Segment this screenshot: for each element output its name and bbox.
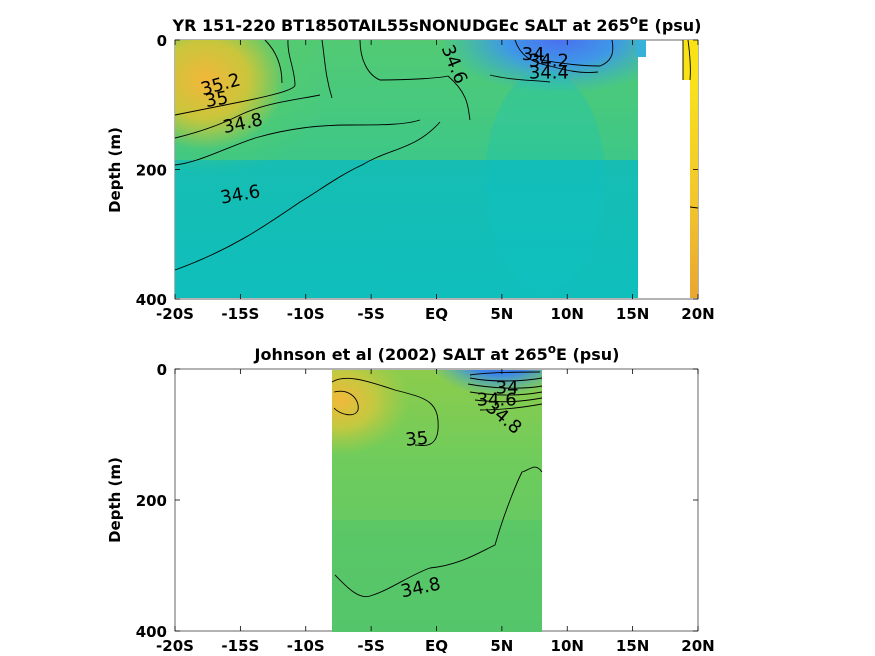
bottom-x-tick-label: -10S — [287, 637, 325, 655]
top-y-tick-label: 400 — [136, 291, 167, 309]
bottom-x-tick-label: 10N — [551, 637, 584, 655]
top-coastal-column-deep — [690, 80, 698, 298]
top-contour-label: 35 — [204, 87, 230, 112]
top-x-tick-labels: -20S -15S -10S -5S EQ 5N 10N 15N 20N — [156, 305, 715, 323]
bottom-y-tick-label: 0 — [157, 361, 167, 379]
bottom-contour-label: 34.6 — [477, 389, 517, 410]
top-field-edge-patch — [636, 40, 646, 57]
top-x-tick-label: 5N — [490, 305, 513, 323]
top-axis-ticks — [174, 39, 699, 300]
top-x-tick-label: 15N — [616, 305, 649, 323]
bottom-x-tick-label: -20S — [156, 637, 194, 655]
top-x-tick-label: -5S — [357, 305, 384, 323]
bottom-y-tick-labels: 0 200 400 — [136, 361, 167, 641]
top-x-tick-label: EQ — [425, 305, 448, 323]
bottom-contour-label: 35 — [405, 428, 430, 451]
top-salinity-field — [175, 40, 638, 298]
top-x-tick-label: -10S — [287, 305, 325, 323]
top-y-tick-labels: 0 200 400 — [136, 32, 167, 309]
bottom-x-tick-label: EQ — [425, 637, 448, 655]
top-contours — [174, 39, 699, 271]
bottom-salinity-field — [332, 370, 542, 632]
top-x-tick-label: -20S — [156, 305, 194, 323]
top-coastal-column — [683, 40, 698, 80]
top-contour-label: 34.2 — [529, 50, 569, 71]
bottom-y-axis-label: Depth (m) — [106, 457, 124, 543]
bottom-x-tick-label: 5N — [490, 637, 513, 655]
bottom-x-tick-label: -5S — [357, 637, 384, 655]
top-y-tick-label: 0 — [157, 32, 167, 50]
top-y-tick-label: 200 — [136, 162, 167, 180]
bottom-chart-title: Johnson et al (2002) SALT at 265oE (psu) — [254, 342, 620, 364]
bottom-x-tick-label: -15S — [221, 637, 259, 655]
bottom-axis-ticks — [174, 368, 699, 632]
bottom-x-tick-label: 20N — [681, 637, 714, 655]
top-x-tick-label: 10N — [551, 305, 584, 323]
top-contour-label: 34.4 — [529, 63, 569, 84]
top-x-tick-label: -15S — [221, 305, 259, 323]
bottom-x-tick-label: 15N — [616, 637, 649, 655]
bottom-contours — [331, 371, 543, 598]
top-x-tick-label: 20N — [681, 305, 714, 323]
top-y-axis-label: Depth (m) — [106, 127, 124, 213]
bottom-x-tick-labels: -20S -15S -10S -5S EQ 5N 10N 15N 20N — [156, 637, 715, 655]
bottom-y-tick-label: 400 — [136, 623, 167, 641]
top-chart-title: YR 151-220 BT1850TAIL55sNONUDGEc SALT at… — [172, 13, 702, 35]
bottom-y-tick-label: 200 — [136, 492, 167, 510]
bottom-contour-label: 34 — [496, 378, 519, 399]
top-contour-label: 34 — [522, 44, 545, 65]
